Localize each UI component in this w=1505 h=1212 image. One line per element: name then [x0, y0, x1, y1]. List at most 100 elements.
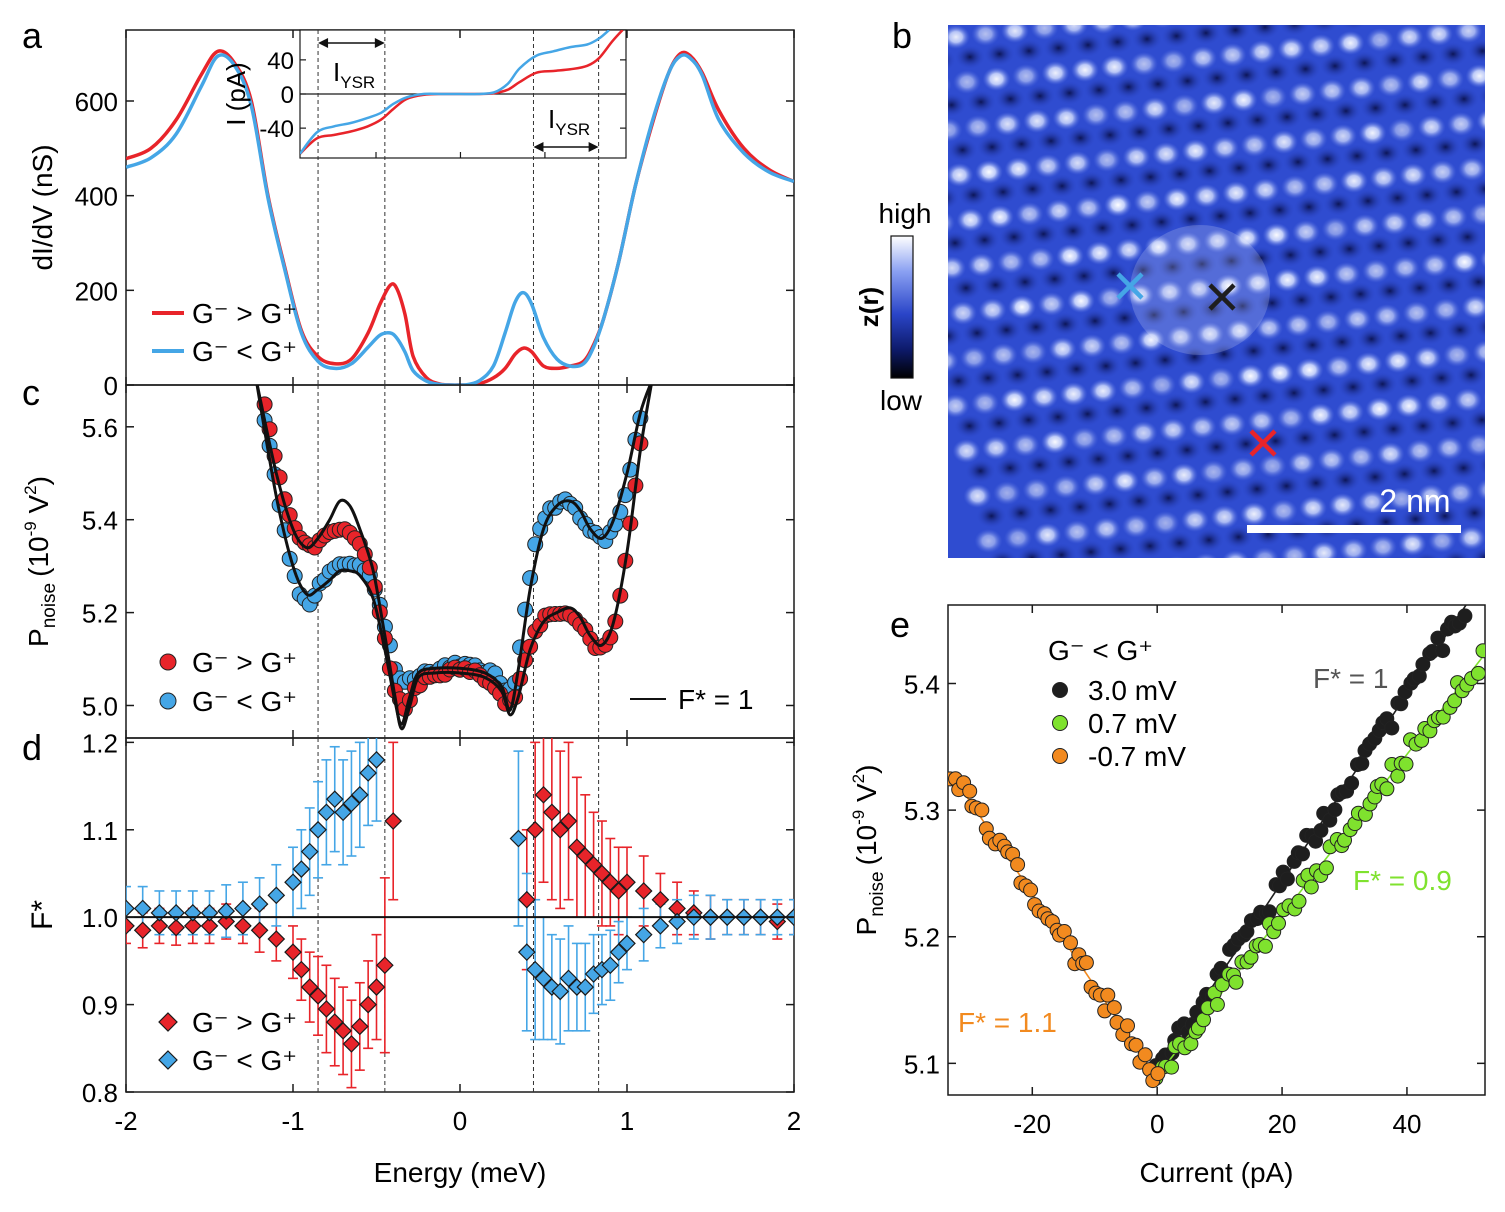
- x-tick-label: -1: [281, 1106, 304, 1136]
- data-point: [584, 855, 603, 874]
- stm-hole: [1095, 123, 1125, 147]
- y-tick-label: 5.3: [904, 796, 940, 826]
- stm-hole: [1131, 396, 1162, 420]
- stm-atom: [1181, 508, 1209, 532]
- stm-hole: [1308, 378, 1339, 402]
- stm-hole: [1117, 213, 1147, 237]
- stm-hole: [1205, 204, 1236, 228]
- stm-hole: [1438, 42, 1468, 66]
- legend-label: 0.7 mV: [1088, 708, 1177, 739]
- stm-hole: [1076, 540, 1106, 558]
- y-tick-label: 400: [75, 182, 118, 212]
- stm-atom: [1011, 433, 1040, 457]
- stm-atom: [1280, 544, 1309, 558]
- stm-hole: [1279, 25, 1310, 36]
- iysr-sub: YSR: [555, 120, 590, 139]
- stm-hole: [1013, 408, 1044, 432]
- stm-atom: [1292, 220, 1320, 244]
- data-point: [300, 842, 319, 861]
- stm-hole: [1283, 150, 1313, 174]
- stm-bright-region: [1130, 225, 1270, 355]
- y-axis-label-part: noise: [867, 871, 888, 916]
- stm-hole: [1378, 417, 1409, 441]
- stm-hole: [1036, 129, 1066, 153]
- stm-hole: [1128, 258, 1158, 282]
- stm-hole: [980, 273, 1011, 297]
- stm-atom: [1336, 400, 1364, 424]
- data-point: [517, 890, 536, 909]
- stm-atom: [1133, 190, 1162, 214]
- stm-atom: [948, 77, 952, 93]
- stm-hole: [984, 411, 1014, 435]
- y-axis-label: Pnoise (10-9 V2): [21, 476, 60, 647]
- y-axis-label-part: ): [851, 765, 882, 774]
- x-tick-label: -20: [1014, 1109, 1052, 1139]
- stm-atom: [1307, 34, 1335, 58]
- stm-hole: [1501, 174, 1505, 198]
- data-point: [342, 1035, 361, 1053]
- stm-atom: [1450, 250, 1479, 274]
- stm-hole: [1309, 25, 1339, 33]
- stm-atom: [1229, 457, 1257, 481]
- stm-atom: [1443, 343, 1471, 367]
- stm-hole: [954, 414, 985, 438]
- stm-atom: [1310, 172, 1339, 196]
- stm-atom: [1144, 235, 1173, 259]
- stm-hole: [1135, 165, 1166, 189]
- stm-atom: [1336, 31, 1365, 55]
- data-point: [651, 890, 670, 909]
- stm-hole: [1323, 192, 1354, 216]
- stm-hole: [1046, 543, 1077, 558]
- stm-hole: [1109, 306, 1140, 330]
- stm-hole: [1179, 345, 1210, 369]
- stm-atom: [1048, 337, 1077, 361]
- stm-atom: [1120, 25, 1146, 31]
- y-axis-label: dI/dV (nS): [27, 144, 58, 270]
- data-point: [384, 812, 403, 830]
- stm-atom: [1424, 391, 1453, 415]
- stm-hole: [1213, 111, 1243, 135]
- stm-atom: [952, 439, 981, 463]
- x-tick-label: 40: [1392, 1109, 1421, 1139]
- stm-atom: [1483, 391, 1485, 403]
- stm-atom: [913, 28, 941, 52]
- stm-atom: [1159, 418, 1187, 442]
- x-tick-label: 20: [1268, 1109, 1297, 1139]
- stm-atom: [1499, 199, 1505, 223]
- stm-atom: [964, 115, 992, 139]
- y-axis-label: Pnoise (10-9 V2): [849, 765, 888, 936]
- data-point: [1415, 656, 1431, 672]
- stm-hole: [1426, 366, 1457, 390]
- stm-atom: [1410, 208, 1438, 232]
- stm-atom: [1159, 49, 1188, 73]
- inset-y-tick-label: 40: [267, 48, 294, 75]
- stm-atom: [1487, 523, 1505, 547]
- stm-atom: [971, 391, 999, 415]
- inset-series-line: [300, 30, 610, 155]
- data-point: [1327, 802, 1343, 818]
- data-point: [150, 903, 169, 922]
- y-axis-label-part: V: [23, 495, 54, 522]
- stm-hole: [1006, 501, 1036, 525]
- data-point: [1271, 915, 1286, 931]
- stm-atom: [1328, 493, 1357, 517]
- stm-hole: [1320, 54, 1350, 78]
- stm-hole: [1441, 180, 1472, 204]
- stm-atom: [1199, 460, 1228, 484]
- stm-hole: [1242, 477, 1272, 501]
- data-point: [1303, 879, 1319, 895]
- stm-hole: [1452, 225, 1483, 249]
- stm-atom: [1222, 181, 1250, 205]
- stm-hole: [1349, 420, 1379, 444]
- y-tick-label: 1.2: [82, 728, 118, 758]
- stm-atom: [1118, 376, 1147, 400]
- stm-hole: [918, 141, 948, 165]
- y-tick-label: 0: [104, 371, 118, 401]
- y-axis-label-part: (10: [23, 536, 54, 576]
- iysr-arrow-right-head: [533, 142, 544, 152]
- stm-hole: [966, 90, 996, 114]
- stm-atom: [982, 436, 1010, 460]
- stm-atom: [1406, 439, 1434, 463]
- stm-atom: [1355, 0, 1383, 7]
- data-point: [126, 899, 135, 918]
